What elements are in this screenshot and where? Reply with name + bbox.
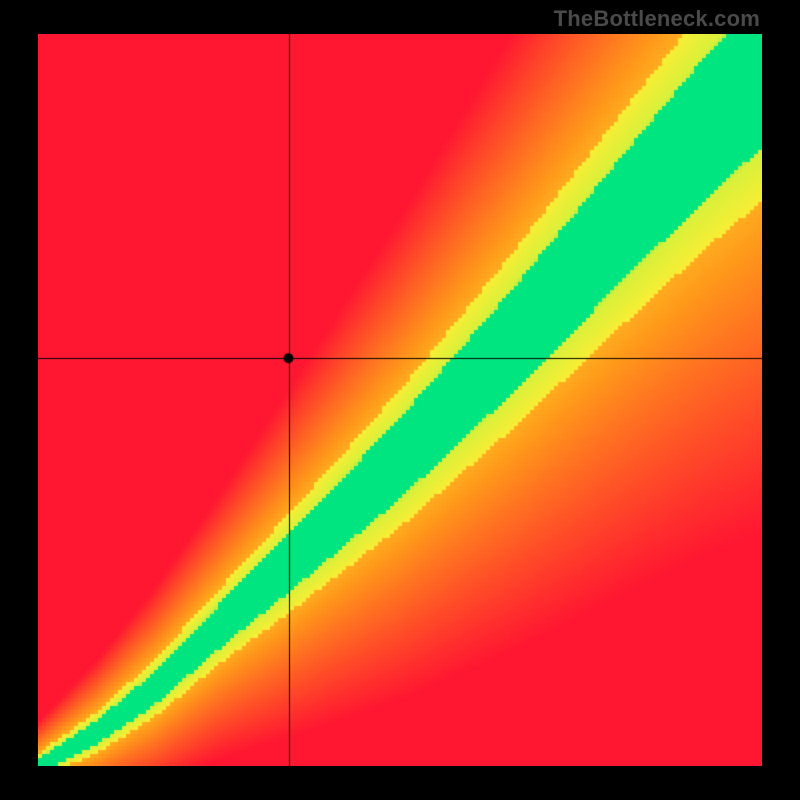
crosshair-overlay xyxy=(38,34,762,766)
watermark-text: TheBottleneck.com xyxy=(554,6,760,32)
